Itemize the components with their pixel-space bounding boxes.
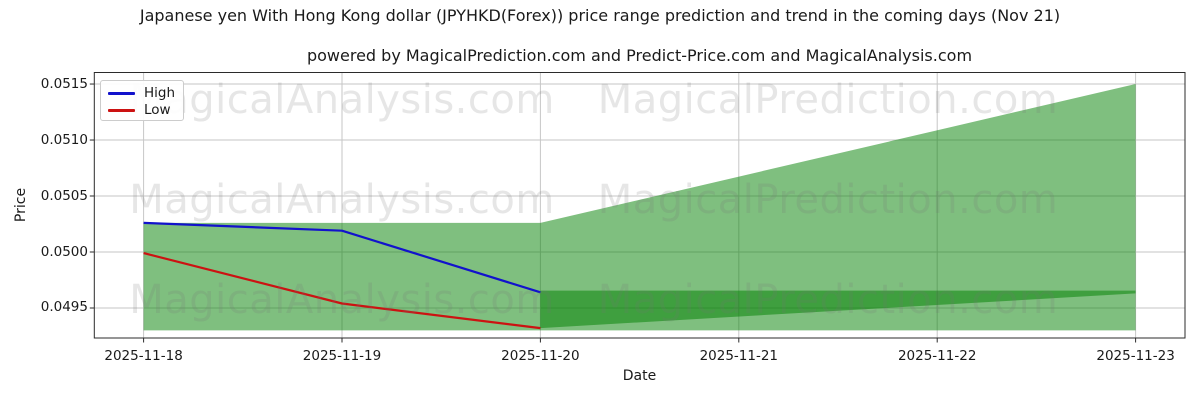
legend: High Low: [100, 80, 184, 121]
y-tick-label: 0.0500: [40, 243, 88, 260]
forecast-bands: [143, 84, 1136, 331]
y-tick-label: 0.0515: [40, 75, 88, 92]
forecast-overlap-band: [540, 290, 1136, 329]
x-axis-label: Date: [622, 368, 657, 384]
watermark: MagicalAnalysis.com: [129, 177, 555, 223]
watermark: MagicalAnalysis.com: [129, 77, 555, 123]
y-tick-label: 0.0510: [40, 131, 88, 148]
watermark: MagicalAnalysis.com: [129, 277, 555, 323]
plot-border: [93, 72, 1186, 339]
watermark: MagicalPrediction.com: [597, 277, 1059, 323]
x-tick-label: 2025-11-19: [302, 348, 382, 364]
legend-label-high: High: [144, 85, 176, 101]
x-tick-label: 2025-11-22: [897, 348, 977, 364]
x-tick-label: 2025-11-21: [699, 348, 779, 364]
forecast-range-band: [143, 84, 1136, 331]
legend-item-low: Low: [108, 102, 183, 119]
tick-marks: [89, 83, 1137, 343]
legend-item-high: High: [108, 85, 183, 102]
x-tick-label: 2025-11-18: [104, 348, 183, 364]
chart-title: Japanese yen With Hong Kong dollar (JPYH…: [139, 6, 1061, 25]
watermark: MagicalPrediction.com: [597, 177, 1059, 223]
chart-subtitle: powered by MagicalPrediction.com and Pre…: [306, 46, 973, 65]
low-line-swatch: [108, 109, 135, 112]
y-tick-label: 0.0505: [40, 187, 88, 204]
x-tick-label: 2025-11-23: [1096, 348, 1175, 364]
high-line-swatch: [108, 92, 135, 95]
x-tick-label: 2025-11-20: [501, 348, 580, 364]
legend-label-low: Low: [144, 102, 171, 118]
high-line: [143, 221, 541, 294]
watermark: MagicalPrediction.com: [597, 77, 1059, 123]
y-axis-label: Price: [13, 187, 29, 223]
data-lines: [143, 221, 541, 330]
y-tick-label: 0.0495: [40, 299, 88, 316]
low-line: [143, 252, 541, 330]
